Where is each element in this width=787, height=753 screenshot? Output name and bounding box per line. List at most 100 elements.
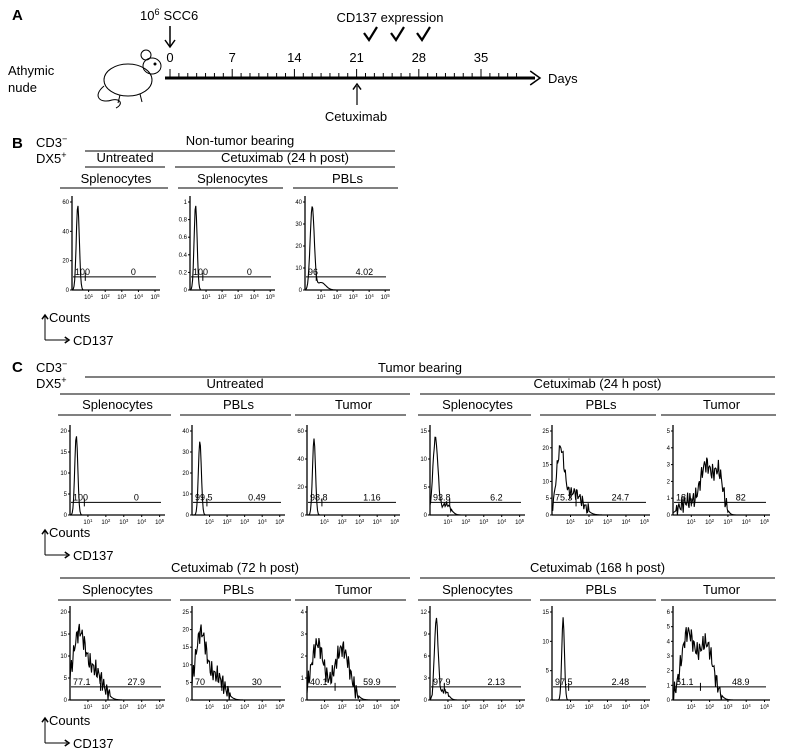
x-tick-exponent: 2 — [344, 518, 347, 523]
x-tick-label: 102 — [338, 703, 348, 712]
y-tick-label: 0 — [424, 698, 428, 704]
histogram-curve — [304, 206, 384, 291]
x-tick-exponent: 5 — [272, 293, 275, 298]
y-tick-label: 0 — [299, 288, 303, 294]
x-tick-label: 102 — [461, 703, 471, 712]
x-tick-label: 101 — [83, 703, 93, 712]
y-tick-label: 15 — [60, 450, 67, 456]
panel-header: Non-tumor bearing — [186, 133, 294, 148]
gate-left-percent: 51.1 — [676, 677, 694, 687]
population-label: PBLs — [223, 582, 255, 597]
y-tick-label: 15 — [182, 645, 189, 651]
host-label: nude — [8, 80, 37, 95]
y-tick-label: 10 — [542, 639, 549, 645]
x-tick-base: 10 — [461, 705, 468, 711]
x-tick-exponent: 4 — [628, 518, 631, 523]
x-tick-exponent: 5 — [767, 703, 770, 708]
y-tick-label: 0.2 — [179, 270, 188, 276]
y-tick-label: 20 — [182, 628, 189, 634]
x-tick-base: 10 — [258, 705, 265, 711]
population-label: Splenocytes — [82, 582, 153, 597]
x-tick-label: 105 — [266, 293, 276, 302]
x-tick-exponent: 5 — [162, 703, 165, 708]
x-tick-base: 10 — [443, 520, 450, 526]
gate-left-percent: 77.1 — [73, 677, 91, 687]
x-tick-label: 102 — [461, 518, 471, 527]
y-tick-label: 5 — [186, 680, 190, 686]
x-tick-base: 10 — [338, 520, 345, 526]
y-tick-label: 0 — [186, 698, 190, 704]
x-tick-exponent: 2 — [712, 518, 715, 523]
mouse-icon — [97, 49, 162, 109]
x-tick-label: 105 — [390, 703, 400, 712]
x-tick-label: 105 — [155, 703, 165, 712]
gate-right-percent: 2.13 — [488, 677, 506, 687]
dose-base: 10 — [140, 8, 154, 23]
marker-name: DX5 — [36, 151, 61, 166]
x-tick-exponent: 4 — [144, 703, 147, 708]
x-tick-exponent: 1 — [91, 293, 94, 298]
y-tick-label: 2 — [301, 654, 305, 660]
dose-exponent: 6 — [154, 7, 159, 17]
histogram-curve — [552, 617, 643, 701]
x-tick-exponent: 1 — [450, 518, 453, 523]
histogram-curve — [429, 436, 518, 516]
x-tick-label: 105 — [155, 518, 165, 527]
gate-left-percent: 98.8 — [310, 492, 328, 502]
x-tick-base: 10 — [83, 705, 90, 711]
x-tick-label: 104 — [365, 293, 375, 302]
x-tick-exponent: 4 — [141, 293, 144, 298]
x-tick-exponent: 3 — [240, 293, 243, 298]
x-tick-label: 101 — [443, 518, 453, 527]
x-tick-base: 10 — [218, 295, 225, 301]
population-label: PBLs — [223, 397, 255, 412]
host-label: Athymic — [8, 63, 55, 78]
y-tick-label: 0 — [667, 698, 671, 704]
x-tick-exponent: 1 — [327, 703, 330, 708]
x-tick-exponent: 2 — [224, 293, 227, 298]
gate-right-percent: 6.2 — [490, 492, 503, 502]
gate-right-percent: 0 — [134, 492, 139, 502]
x-tick-exponent: 4 — [379, 703, 382, 708]
histogram-curve — [672, 457, 763, 516]
x-tick-base: 10 — [365, 295, 372, 301]
y-tick-label: 0 — [64, 513, 68, 519]
x-tick-label: 101 — [320, 703, 330, 712]
y-tick-label: 0 — [424, 513, 428, 519]
x-tick-exponent: 3 — [610, 518, 613, 523]
y-tick-label: 0 — [546, 698, 550, 704]
x-tick-base: 10 — [723, 520, 730, 526]
x-tick-exponent: 4 — [504, 518, 507, 523]
x-tick-label: 101 — [566, 703, 576, 712]
day-tick-label: 7 — [229, 50, 236, 65]
x-tick-label: 101 — [566, 518, 576, 527]
x-tick-base: 10 — [603, 705, 610, 711]
treatment-label: Cetuximab — [325, 109, 387, 124]
x-tick-base: 10 — [202, 295, 209, 301]
x-tick-exponent: 3 — [610, 703, 613, 708]
y-tick-label: 1 — [184, 200, 188, 206]
x-tick-label: 105 — [515, 518, 525, 527]
gate-left-percent: 70 — [195, 677, 205, 687]
arrow-head — [529, 70, 542, 86]
x-tick-base: 10 — [373, 520, 380, 526]
x-tick-label: 103 — [234, 293, 244, 302]
x-tick-label: 103 — [603, 518, 613, 527]
x-tick-label: 104 — [742, 703, 752, 712]
x-tick-base: 10 — [320, 520, 327, 526]
gate-left-percent: 100 — [73, 492, 88, 502]
population-label: Splenocytes — [442, 582, 513, 597]
x-tick-label: 103 — [479, 518, 489, 527]
gate-right-percent: 0 — [131, 267, 136, 277]
x-tick-label: 104 — [621, 518, 631, 527]
y-tick-label: 1 — [301, 676, 305, 682]
x-tick-base: 10 — [355, 520, 362, 526]
x-tick-label: 102 — [705, 703, 715, 712]
x-tick-exponent: 1 — [573, 703, 576, 708]
y-tick-label: 10 — [60, 471, 67, 477]
histogram-curve — [192, 441, 278, 516]
x-tick-label: 102 — [584, 518, 594, 527]
x-tick-base: 10 — [101, 705, 108, 711]
y-tick-label: 10 — [420, 457, 427, 463]
population-label: Tumor — [335, 397, 373, 412]
